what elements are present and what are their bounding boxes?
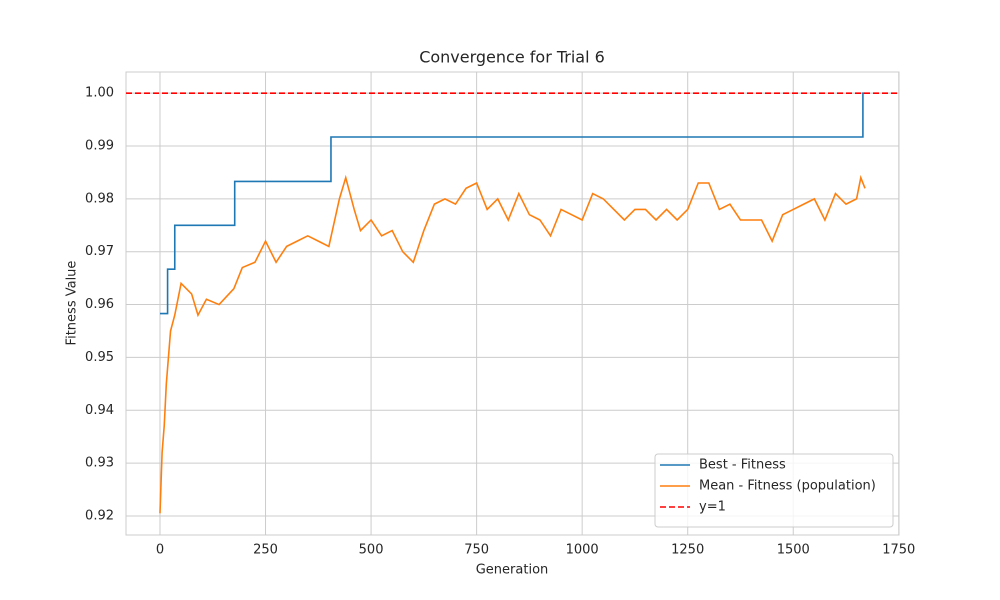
y-tick-label: 0.95 [85, 350, 114, 365]
x-tick-label: 750 [464, 543, 489, 558]
y-tick-label: 0.96 [85, 297, 114, 312]
y-tick-label: 1.00 [85, 86, 114, 101]
data-line [159, 92, 865, 315]
y-axis-label: Fitness Value [65, 261, 80, 346]
legend-box [654, 453, 894, 528]
y-tick-label: 0.93 [85, 456, 114, 471]
legend-label: y=1 [699, 500, 726, 515]
x-tick-label: 500 [359, 543, 384, 558]
y-tick-label: 0.99 [85, 138, 114, 153]
x-tick-label: 1250 [671, 543, 704, 558]
x-axis-label: Generation [476, 563, 549, 578]
y-tick-label: 0.97 [85, 244, 114, 259]
legend-label: Best - Fitness [699, 458, 786, 473]
y-tick-label: 0.92 [85, 508, 114, 523]
x-tick-label: 250 [253, 543, 278, 558]
x-tick-label: 1500 [777, 543, 810, 558]
chart-title: Convergence for Trial 6 [419, 48, 605, 67]
x-tick-label: 0 [156, 543, 164, 558]
y-tick-label: 0.94 [85, 403, 114, 418]
x-tick-label: 1000 [566, 543, 599, 558]
legend-label: Mean - Fitness (population) [699, 479, 876, 494]
x-tick-label: 1750 [882, 543, 915, 558]
data-line [159, 174, 866, 514]
y-tick-label: 0.98 [85, 191, 114, 206]
legend: Best - Fitness Mean - Fitness (population… [654, 453, 894, 528]
